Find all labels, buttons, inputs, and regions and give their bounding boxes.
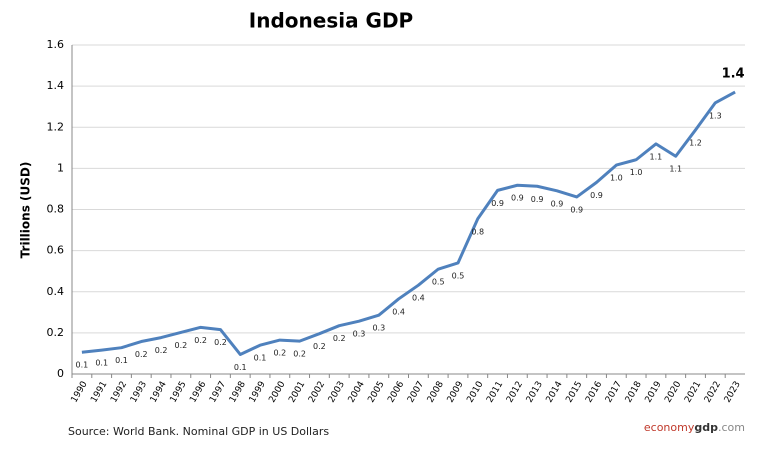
source-note: Source: World Bank. Nominal GDP in US Do…	[68, 425, 329, 438]
data-label: 1.3	[709, 111, 722, 120]
data-label: 0.5	[432, 278, 445, 287]
data-label: 0.9	[570, 205, 583, 214]
x-tick-label: 2020	[663, 380, 683, 405]
data-label: 0.1	[76, 361, 89, 370]
data-label: 0.9	[511, 194, 524, 203]
data-label: 0.4	[392, 307, 405, 316]
data-label: 0.3	[353, 330, 366, 339]
data-label: 1.2	[689, 138, 702, 147]
y-tick-label: 0.4	[47, 285, 65, 298]
x-tick-label: 2009	[446, 380, 466, 405]
data-label: 0.2	[333, 334, 346, 343]
data-label: 0.1	[95, 359, 108, 368]
chart-title: Indonesia GDP	[249, 9, 413, 33]
x-tick-label: 2018	[624, 380, 644, 405]
x-tick-label: 2004	[347, 380, 367, 405]
y-tick-label: 0.2	[47, 326, 65, 339]
x-tick-label: 1998	[228, 380, 248, 405]
y-tick-label: 0	[57, 367, 64, 380]
x-tick-label: 2015	[564, 380, 584, 405]
x-tick-label: 2022	[703, 380, 723, 405]
data-label: 0.5	[452, 271, 465, 280]
x-tick-label: 2023	[723, 380, 743, 405]
x-tick-label: 2019	[644, 380, 664, 405]
data-label: 0.3	[372, 324, 385, 333]
x-tick-label: 2008	[426, 380, 446, 405]
x-tick-label: 2002	[307, 380, 327, 405]
data-label: 0.2	[293, 350, 306, 359]
x-tick-label: 2007	[406, 380, 426, 405]
data-label: 0.1	[234, 363, 247, 372]
x-tick-label: 2014	[545, 380, 565, 405]
data-label: 1.1	[650, 152, 663, 161]
x-tick-label: 1991	[89, 380, 109, 405]
data-label: 0.2	[155, 346, 168, 355]
x-tick-label: 2006	[386, 380, 406, 405]
data-label: 0.9	[531, 195, 544, 204]
x-tick-label: 1993	[129, 380, 149, 405]
brand: economygdp.com	[644, 421, 745, 434]
data-label: 0.2	[175, 341, 188, 350]
y-axis-title: Trillions (USD)	[19, 162, 33, 259]
data-label: 0.2	[214, 338, 227, 347]
x-tick-label: 1996	[188, 380, 208, 405]
data-label: 0.8	[471, 227, 484, 236]
y-tick-label: 0.8	[47, 203, 65, 216]
x-tick-label: 2003	[327, 380, 347, 405]
data-label: 0.9	[551, 199, 564, 208]
x-tick-label: 2000	[267, 380, 287, 405]
data-label: 0.9	[590, 191, 603, 200]
data-label: 0.2	[194, 336, 207, 345]
data-label: 0.4	[412, 294, 425, 303]
data-label: 1.0	[630, 168, 643, 177]
x-tick-label: 1999	[248, 380, 268, 405]
data-label: 0.2	[135, 350, 148, 359]
x-tick-label: 2005	[366, 380, 386, 405]
y-tick-label: 1.6	[47, 38, 65, 51]
x-tick-label: 1997	[208, 380, 228, 405]
x-tick-label: 1995	[169, 380, 189, 405]
data-label: 1.1	[669, 165, 682, 174]
y-tick-label: 1.4	[47, 79, 65, 92]
data-label: 1.4	[722, 67, 745, 82]
x-tick-label: 2017	[604, 380, 624, 405]
data-label: 0.1	[254, 354, 267, 363]
y-tick-label: 0.6	[47, 244, 65, 257]
x-tick-label: 2011	[485, 380, 505, 405]
y-tick-label: 1.2	[47, 120, 65, 133]
x-tick-label: 1990	[70, 380, 90, 405]
x-tick-label: 2021	[683, 380, 703, 405]
data-line	[81, 90, 736, 356]
brand-part: .com	[718, 421, 745, 434]
data-label: 0.2	[273, 349, 286, 358]
x-tick-label: 2012	[505, 380, 525, 405]
data-label: 0.1	[115, 356, 128, 365]
x-tick-label: 2010	[465, 380, 485, 405]
brand-part: economy	[644, 421, 695, 434]
data-label: 0.9	[491, 199, 504, 208]
data-label: 0.2	[313, 342, 326, 351]
x-tick-label: 2016	[584, 380, 604, 405]
brand-part: gdp	[694, 421, 718, 434]
x-tick-label: 2013	[525, 380, 545, 405]
x-tick-label: 2001	[287, 380, 307, 405]
x-tick-label: 1992	[109, 380, 129, 405]
x-tick-label: 1994	[149, 380, 169, 405]
data-label: 1.0	[610, 174, 623, 183]
y-tick-label: 1	[57, 161, 64, 174]
